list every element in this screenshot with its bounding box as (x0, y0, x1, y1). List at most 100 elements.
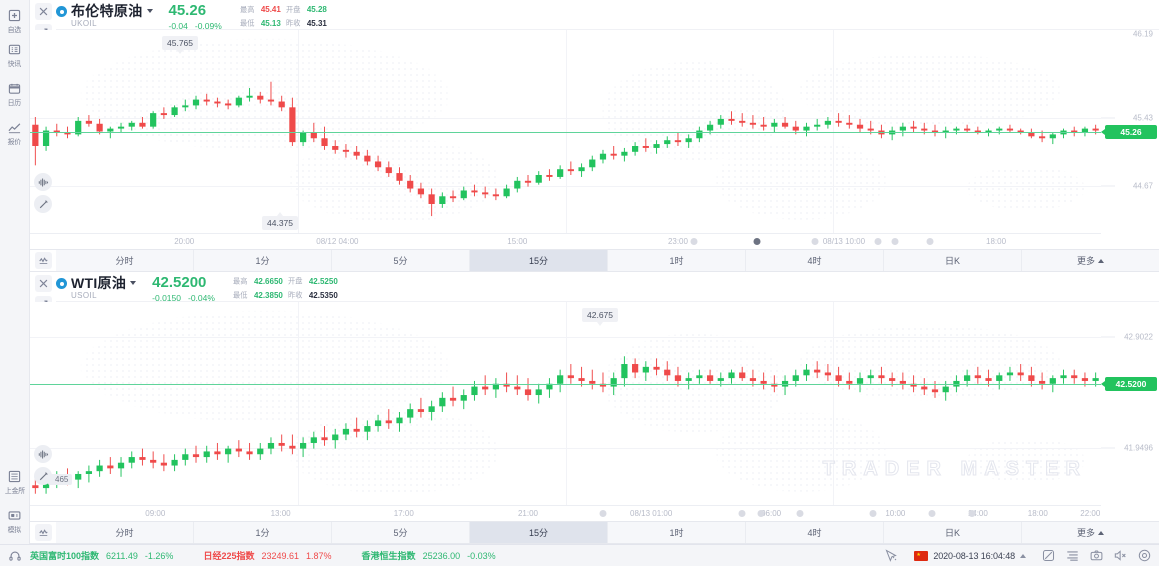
tf-4h[interactable]: 4时 (746, 522, 884, 543)
tf-1h[interactable]: 1时 (608, 522, 746, 543)
sidebar-item-exchange[interactable]: 上金所 (0, 466, 30, 498)
tf-fenshi[interactable]: 分时 (56, 250, 194, 271)
brent-x-axis[interactable]: 20:00 08/12 04:00 15:00 23:00 08/13 10:0… (30, 233, 1101, 249)
tf-fenshi[interactable]: 分时 (56, 522, 194, 543)
sidebar-label-watchlist: 自选 (7, 25, 22, 34)
index-pct: -0.03% (467, 551, 496, 561)
sidebar-item-news[interactable]: 快讯 (0, 39, 30, 71)
event-dot[interactable] (869, 510, 877, 517)
panel-brent: 布伦特原油 UKOIL 45.26 -0.04 -0.09% (30, 0, 1159, 249)
tf-more[interactable]: 更多 (1022, 250, 1159, 271)
indicator-wave-button[interactable] (34, 524, 52, 541)
volume-indicator-button[interactable] (34, 445, 52, 463)
event-dot[interactable] (690, 238, 698, 245)
y-tick-0: 42.9022 (1124, 332, 1153, 341)
symbol-names: 布伦特原油 UKOIL (71, 4, 153, 28)
event-dot[interactable] (968, 510, 976, 517)
panel-wti: WTI原油 USOIL 42.5200 -0.0150 -0.04% (30, 272, 1159, 521)
clock-block[interactable]: ★ 2020-08-13 16:04:48 (914, 550, 1026, 561)
event-dot[interactable] (928, 510, 936, 517)
list-icon[interactable] (1066, 549, 1079, 562)
edit-icon[interactable] (1042, 549, 1055, 562)
symbol-name: 布伦特原油 (71, 3, 143, 19)
draw-tool-button[interactable] (34, 195, 52, 213)
event-dot[interactable] (796, 510, 804, 517)
index-pct: 1.87% (306, 551, 332, 561)
wti-x-axis[interactable]: 09:00 13:00 17:00 21:00 08/13 01:00 06:0… (30, 505, 1101, 521)
index-ftse100[interactable]: 英国富时100指数 6211.49 -1.26% (30, 549, 173, 562)
event-dot[interactable] (738, 510, 746, 517)
last-price-badge: 45.26 (1101, 125, 1157, 140)
event-dot[interactable] (599, 510, 607, 517)
panel-brent-stats: 最高 45.41 开盘 45.28 最低 45.13 昨收 45.31 (240, 0, 327, 29)
x-tick-0: 09:00 (145, 509, 166, 518)
volume-indicator-button[interactable] (34, 173, 52, 191)
tf-1m[interactable]: 1分 (194, 250, 332, 271)
chevron-down-icon[interactable] (146, 9, 153, 13)
event-dot[interactable] (926, 238, 934, 245)
close-panel-button[interactable] (34, 3, 52, 20)
tf-1d[interactable]: 日K (884, 250, 1022, 271)
tf-1d[interactable]: 日K (884, 522, 1022, 543)
panel-wti-symbol[interactable]: WTI原油 USOIL (56, 272, 137, 300)
close-panel-button[interactable] (34, 275, 52, 292)
symbol-names: WTI原油 USOIL (71, 275, 137, 300)
event-dot[interactable] (891, 238, 899, 245)
stat-value-prevclose: 42.5350 (308, 291, 338, 300)
sidebar-label-simulate: 模拟 (7, 525, 22, 534)
index-value: 23249.61 (261, 551, 300, 561)
panel-brent-price: 45.26 -0.04 -0.09% (169, 0, 222, 31)
panel-brent-symbol[interactable]: 布伦特原油 UKOIL (56, 0, 153, 28)
brent-y-axis[interactable]: 46.19 45.43 45.26 44.67 (1101, 30, 1159, 233)
tf-5m[interactable]: 5分 (332, 250, 470, 271)
tf-more[interactable]: 更多 (1022, 522, 1159, 543)
timeframe-bar-wti: 分时 1分 5分 15分 1时 4时 日K 更多 (30, 521, 1159, 544)
chevron-down-icon[interactable] (130, 281, 137, 285)
headset-icon[interactable] (0, 550, 30, 562)
tf-1m[interactable]: 1分 (194, 522, 332, 543)
camera-icon[interactable] (1090, 549, 1103, 562)
draw-tool-button[interactable] (34, 467, 52, 485)
x-tick-2: 17:00 (393, 509, 414, 518)
event-dot[interactable] (874, 238, 882, 245)
stat-key-low: 最低 (239, 19, 255, 28)
chevron-up-icon (1098, 258, 1104, 263)
wti-y-axis[interactable]: 42.9022 42.5200 41.9496 (1101, 302, 1159, 505)
tf-more-label: 更多 (1076, 528, 1095, 538)
tf-more-label: 更多 (1076, 256, 1095, 266)
sidebar-item-simulate[interactable]: 模拟 (0, 505, 30, 537)
quote-chart-icon (8, 121, 21, 134)
indicator-wave-button[interactable] (34, 252, 52, 269)
main-row: 自选 快讯 日历 (0, 0, 1159, 544)
index-hangseng[interactable]: 香港恒生指数 25236.00 -0.03% (362, 549, 496, 562)
chevron-up-icon[interactable] (1020, 553, 1026, 558)
chevron-up-icon (1098, 530, 1104, 535)
crosshair-cell (885, 549, 898, 562)
brent-plot[interactable]: 45.765 44.375 (30, 30, 1101, 233)
left-sidebar: 自选 快讯 日历 (0, 0, 30, 544)
event-dot[interactable] (753, 238, 761, 245)
clock-text: 2020-08-13 16:04:48 (933, 550, 1015, 561)
index-value: 25236.00 (422, 551, 461, 561)
tf-1h[interactable]: 1时 (608, 250, 746, 271)
symbol-name: WTI原油 (71, 275, 127, 291)
charts-content: 布伦特原油 UKOIL 45.26 -0.04 -0.09% (30, 0, 1159, 544)
simulate-icon (8, 509, 21, 522)
wti-plot[interactable]: 42.675 TRADER MASTER 465 (30, 302, 1101, 505)
sidebar-item-calendar[interactable]: 日历 (0, 78, 30, 110)
brent-plot-tools (34, 173, 52, 213)
mute-icon[interactable] (1114, 549, 1127, 562)
crosshair-icon[interactable] (885, 549, 898, 562)
tf-5m[interactable]: 5分 (332, 522, 470, 543)
tf-4h[interactable]: 4时 (746, 250, 884, 271)
target-icon[interactable] (1138, 549, 1151, 562)
symbol-title-row: WTI原油 (71, 275, 137, 291)
sidebar-item-quotes[interactable]: 报价 (0, 117, 30, 149)
index-nikkei225[interactable]: 日经225指数 23249.61 1.87% (203, 549, 331, 562)
event-dot[interactable] (811, 238, 819, 245)
tf-15m[interactable]: 15分 (470, 522, 608, 543)
sidebar-item-watchlist[interactable]: 自选 (0, 5, 30, 37)
tf-15m[interactable]: 15分 (470, 250, 608, 271)
event-dot[interactable] (757, 510, 765, 517)
